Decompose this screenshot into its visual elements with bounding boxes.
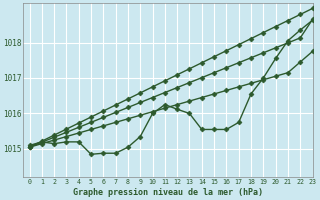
X-axis label: Graphe pression niveau de la mer (hPa): Graphe pression niveau de la mer (hPa) xyxy=(73,188,263,197)
